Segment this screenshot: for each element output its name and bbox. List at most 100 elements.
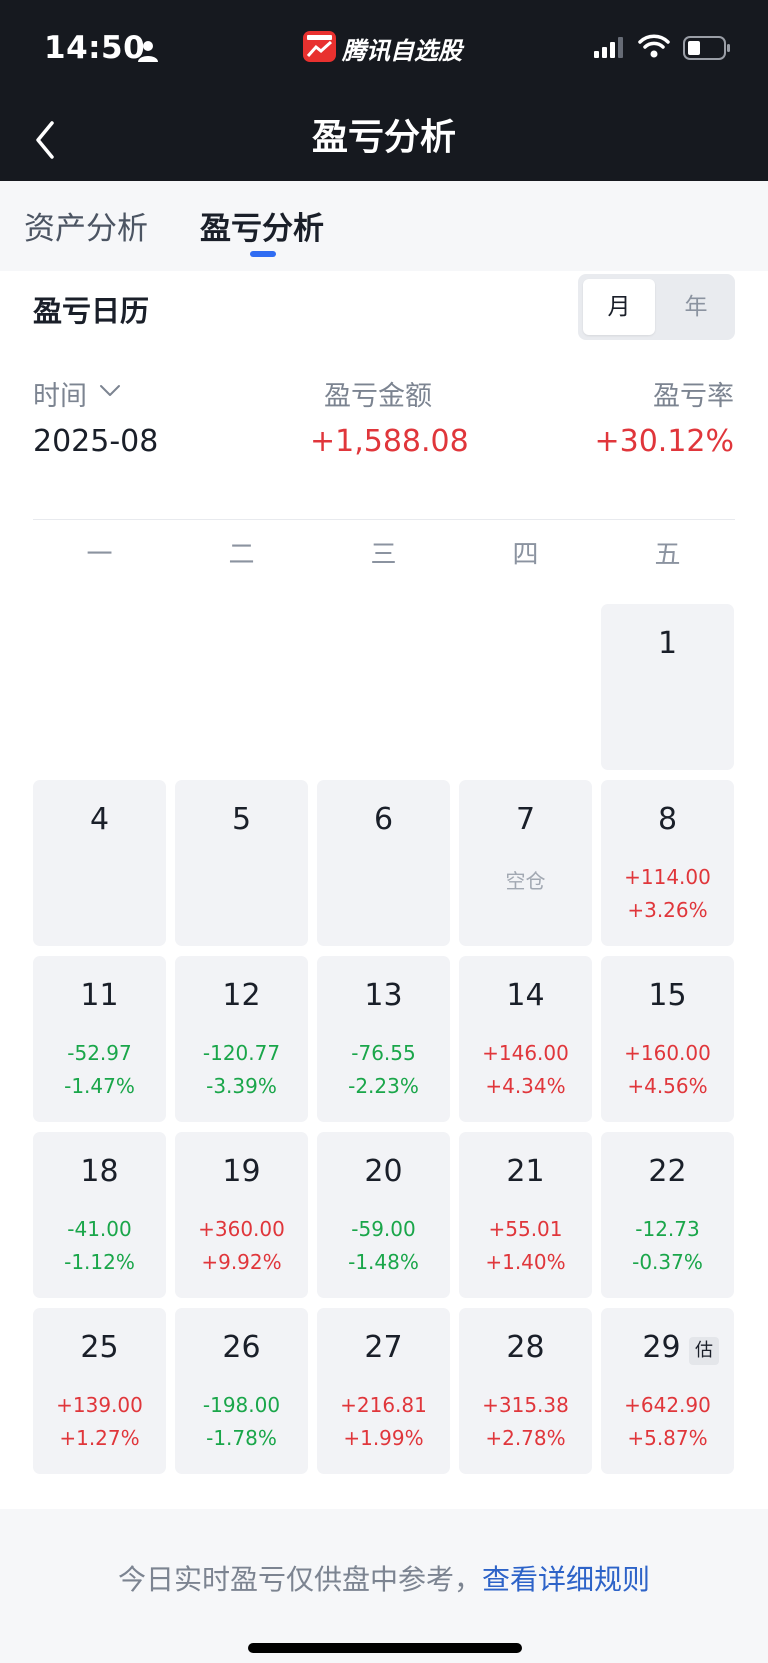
day-number: 8 [657, 802, 678, 837]
amount-label: 盈亏金额 [324, 381, 432, 412]
chevron-down-icon[interactable] [99, 384, 121, 398]
calendar-day-cell[interactable]: 22 -12.73 -0.37% [601, 1132, 734, 1298]
calendar-day-cell[interactable]: 13 -76.55 -2.23% [317, 956, 450, 1122]
day-pnl-rate: +4.34% [485, 1074, 566, 1098]
day-number: 27 [364, 1330, 403, 1365]
day-number: 7 [515, 802, 536, 837]
calendar-day-cell[interactable]: 20 -59.00 -1.48% [317, 1132, 450, 1298]
footer-note: 今日实时盈亏仅供盘中参考，查看详细规则 [0, 1558, 768, 1598]
tab-pnl-analysis[interactable]: 盈亏分析 [200, 211, 324, 247]
day-pnl-amount: -59.00 [351, 1217, 416, 1241]
day-pnl-rate: +1.40% [485, 1250, 566, 1274]
day-pnl-amount: +360.00 [198, 1217, 285, 1241]
calendar-title: 盈亏日历 [33, 294, 150, 328]
day-pnl-rate: +1.99% [343, 1426, 424, 1450]
day-pnl-rate: -2.23% [348, 1074, 419, 1098]
day-number: 18 [80, 1154, 119, 1189]
back-button[interactable] [28, 115, 64, 165]
calendar-day-cell[interactable]: 21 +55.01 +1.40% [459, 1132, 592, 1298]
calendar-day-cell[interactable]: 25 +139.00 +1.27% [33, 1308, 166, 1474]
period-toggle: 月 年 [578, 274, 735, 340]
day-pnl-rate: -1.47% [64, 1074, 135, 1098]
day-number: 4 [89, 802, 110, 837]
day-number: 11 [80, 978, 119, 1013]
day-pnl-rate: +3.26% [627, 898, 708, 922]
calendar-day-cell[interactable]: 15 +160.00 +4.56% [601, 956, 734, 1122]
status-time: 14:50 [44, 30, 146, 66]
app-logo-icon [303, 31, 336, 62]
day-number: 26 [222, 1330, 261, 1365]
calendar-day-cell[interactable]: 7 空仓 [459, 780, 592, 946]
home-indicator [248, 1643, 522, 1653]
calendar-day-cell[interactable]: 8 +114.00 +3.26% [601, 780, 734, 946]
battery-icon [683, 36, 730, 60]
footer: 今日实时盈亏仅供盘中参考，查看详细规则 [0, 1509, 768, 1663]
calendar-day-cell[interactable]: 4 [33, 780, 166, 946]
page-title: 盈亏分析 [311, 117, 456, 158]
month-toggle-button[interactable]: 月 [583, 279, 655, 335]
calendar-day-cell[interactable]: 18 -41.00 -1.12% [33, 1132, 166, 1298]
calendar-day-cell[interactable]: 1 [601, 604, 734, 770]
wifi-icon [638, 34, 670, 58]
calendar-day-cell[interactable]: 28 +315.38 +2.78% [459, 1308, 592, 1474]
day-pnl-amount: +139.00 [56, 1393, 143, 1417]
day-pnl-amount: +160.00 [624, 1041, 711, 1065]
calendar-day-cell[interactable]: 26 -198.00 -1.78% [175, 1308, 308, 1474]
year-toggle-button[interactable]: 年 [684, 294, 708, 320]
day-number: 20 [364, 1154, 403, 1189]
day-pnl-amount: -76.55 [351, 1041, 416, 1065]
signal-icon [594, 37, 623, 58]
day-number: 1 [657, 626, 678, 661]
day-number: 15 [648, 978, 687, 1013]
day-pnl-amount: -41.00 [67, 1217, 132, 1241]
selected-month[interactable]: 2025-08 [33, 424, 159, 459]
day-pnl-amount: -120.77 [202, 1041, 281, 1065]
day-number: 19 [222, 1154, 261, 1189]
weekday-mon: 一 [86, 540, 113, 570]
estimate-badge: 估 [689, 1337, 719, 1365]
day-number: 29 [642, 1330, 681, 1365]
divider [33, 519, 735, 520]
weekday-tue: 二 [228, 540, 255, 570]
calendar-day-cell[interactable]: 19 +360.00 +9.92% [175, 1132, 308, 1298]
day-pnl-amount: -12.73 [635, 1217, 700, 1241]
calendar-day-cell[interactable]: 12 -120.77 -3.39% [175, 956, 308, 1122]
tab-asset-analysis[interactable]: 资产分析 [24, 211, 148, 247]
day-number: 5 [231, 802, 252, 837]
day-pnl-rate: +4.56% [627, 1074, 708, 1098]
tab-active-indicator [250, 251, 276, 257]
day-pnl-rate: +9.92% [201, 1250, 282, 1274]
day-pnl-amount: -198.00 [202, 1393, 281, 1417]
day-pnl-amount: -52.97 [67, 1041, 132, 1065]
footer-disclaimer: 今日实时盈亏仅供盘中参考， [117, 1563, 482, 1596]
day-number: 25 [80, 1330, 119, 1365]
day-pnl-amount: +216.81 [340, 1393, 427, 1417]
calendar-day-cell[interactable]: 6 [317, 780, 450, 946]
day-pnl-amount: +114.00 [624, 865, 711, 889]
day-pnl-rate: -3.39% [206, 1074, 277, 1098]
weekday-wed: 三 [370, 540, 397, 570]
rate-label: 盈亏率 [653, 381, 734, 412]
day-number: 6 [373, 802, 394, 837]
calendar-day-cell[interactable]: 5 [175, 780, 308, 946]
day-pnl-rate: +2.78% [485, 1426, 566, 1450]
day-number: 14 [506, 978, 545, 1013]
total-pnl-rate: +30.12% [594, 424, 734, 459]
calendar-day-cell[interactable]: 11 -52.97 -1.47% [33, 956, 166, 1122]
day-pnl-rate: -1.12% [64, 1250, 135, 1274]
time-selector-label[interactable]: 时间 [33, 381, 87, 412]
day-pnl-amount: +55.01 [488, 1217, 563, 1241]
rules-link[interactable]: 查看详细规则 [482, 1563, 651, 1596]
day-pnl-rate: -0.37% [632, 1250, 703, 1274]
top-bar: 14:50 腾讯自选股 盈亏分析 [0, 0, 768, 181]
day-pnl-amount: +146.00 [482, 1041, 569, 1065]
calendar-day-cell[interactable]: 27 +216.81 +1.99% [317, 1308, 450, 1474]
day-number: 13 [364, 978, 403, 1013]
day-pnl-rate: +5.87% [627, 1426, 708, 1450]
calendar-day-cell[interactable]: 29 估 +642.90 +5.87% [601, 1308, 734, 1474]
calendar-day-cell[interactable]: 14 +146.00 +4.34% [459, 956, 592, 1122]
day-pnl-amount: +642.90 [624, 1393, 711, 1417]
weekday-fri: 五 [654, 540, 681, 570]
app-name: 腾讯自选股 [342, 37, 462, 65]
day-status-flat: 空仓 [505, 869, 546, 893]
